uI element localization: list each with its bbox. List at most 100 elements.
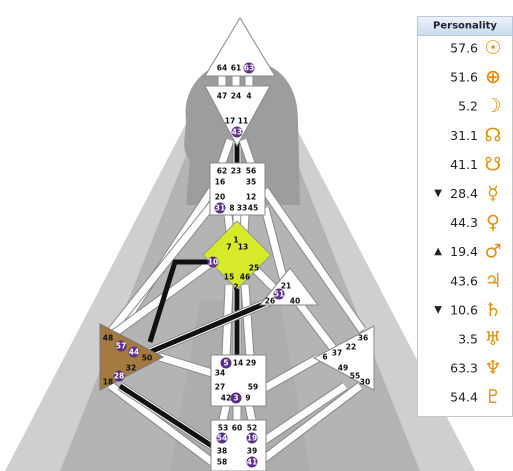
gate-label: 28: [114, 372, 124, 381]
gate-label: 53: [218, 424, 228, 433]
gate-label: 18: [103, 378, 113, 387]
gate-label: 55: [350, 372, 360, 381]
row-value: 63.3: [450, 361, 478, 376]
gate-label: 15: [224, 273, 234, 282]
gate-label: 26: [265, 297, 275, 306]
gate-label: 58: [217, 458, 227, 467]
channel-active: [147, 259, 213, 343]
gate-label: 49: [338, 364, 348, 373]
channel: [263, 354, 320, 392]
gate-label: 35: [246, 178, 256, 187]
gate-highlight: [230, 392, 242, 404]
gate-label: 33: [237, 204, 247, 213]
gate-label: 24: [231, 92, 241, 101]
row-value: 57.6: [450, 41, 478, 56]
row-marker: ▼: [434, 304, 442, 315]
row-symbol: ♂: [484, 241, 501, 263]
gate-label: 23: [231, 167, 241, 176]
gate-label: 54: [217, 434, 227, 443]
gate-highlight: [220, 357, 232, 369]
centers: [99, 17, 375, 471]
gate-label: 21: [281, 282, 291, 291]
gate-label: 63: [244, 64, 254, 73]
row-symbol: ♃: [484, 270, 501, 292]
gate-label: 41: [247, 458, 257, 467]
gate-label: 4: [246, 92, 251, 101]
gate-label: 60: [232, 424, 242, 433]
row-value: 41.1: [450, 157, 478, 172]
gate-label: 36: [358, 334, 368, 343]
row-value: 31.1: [450, 128, 478, 143]
row-value: 54.4: [450, 390, 478, 405]
gate-label: 56: [246, 167, 256, 176]
gate-highlight: [246, 432, 258, 444]
gate-label: 9: [245, 394, 250, 403]
row-symbol: ☽: [484, 95, 501, 117]
channel: [263, 383, 347, 443]
channel: [245, 405, 256, 421]
channel: [295, 299, 339, 355]
gate-label: 43: [232, 128, 242, 137]
gate-label: 12: [246, 193, 256, 202]
gate-label: 14: [233, 359, 243, 368]
gate-label: 16: [215, 178, 225, 187]
gate-label: 11: [238, 117, 248, 126]
channel: [262, 383, 363, 461]
row-marker: ▲: [434, 246, 442, 257]
gate-label: 46: [240, 273, 250, 282]
gate-label: 29: [246, 359, 256, 368]
row-symbol: ☋: [485, 153, 502, 175]
gate-label: 62: [217, 167, 227, 176]
row-value: 44.3: [450, 215, 478, 230]
row-symbol: ♀: [486, 212, 500, 234]
gate-highlight: [207, 256, 219, 268]
gate-highlight: [128, 346, 140, 358]
gate-label: 48: [103, 334, 113, 343]
gate-label: 44: [129, 348, 139, 357]
gate-label: 32: [126, 364, 136, 373]
gate-label: 5: [223, 359, 228, 368]
gate-highlight: [273, 288, 285, 300]
gate-label: 61: [231, 64, 241, 73]
gate-label: 52: [247, 424, 257, 433]
row-symbol: ☉: [484, 37, 501, 59]
channel: [105, 259, 215, 341]
channel: [158, 353, 214, 377]
gate-label: 25: [249, 264, 259, 273]
gate-label: 34: [215, 369, 225, 378]
row-symbol: ⊕: [485, 66, 501, 88]
channel-active: [118, 383, 214, 449]
panel-rows: 57.6 ☉ 51.6 ⊕ 5.2 ☽ 31.1 ☊ 41.1 ☋ ▼ 28.4 ☿ 44.3 ♀ ▲ 19.4…: [434, 37, 501, 408]
gate-label: 6: [322, 353, 327, 362]
gate-label: 17: [225, 117, 235, 126]
row-value: 5.2: [458, 99, 478, 114]
channel: [262, 188, 365, 332]
gate-highlight: [214, 202, 226, 214]
gate-highlight: [113, 370, 125, 382]
gate-label: 10: [208, 258, 218, 267]
row-marker: ▼: [434, 188, 442, 199]
gate-highlight: [231, 126, 243, 138]
row-symbol: ♅: [484, 328, 501, 350]
gate-highlight: [246, 456, 258, 468]
gate-label: 1: [233, 236, 238, 245]
row-value: 19.4: [450, 244, 478, 259]
gate-label: 7: [226, 243, 231, 252]
gate-label: 40: [290, 297, 300, 306]
gate-label: 3: [233, 394, 238, 403]
gate-label: 8: [229, 204, 234, 213]
gate-label: 31: [215, 204, 225, 213]
gate-label: 22: [346, 343, 356, 352]
panel: Personality: [417, 16, 513, 417]
row-symbol: ☿: [487, 183, 499, 205]
gate-highlight: [216, 432, 228, 444]
channel: [107, 382, 215, 465]
row-symbol: ♇: [484, 386, 501, 408]
row-symbol: ♆: [484, 357, 501, 379]
row-symbol: ☊: [485, 124, 502, 146]
channel: [241, 284, 254, 358]
gate-label: 57: [116, 342, 126, 351]
